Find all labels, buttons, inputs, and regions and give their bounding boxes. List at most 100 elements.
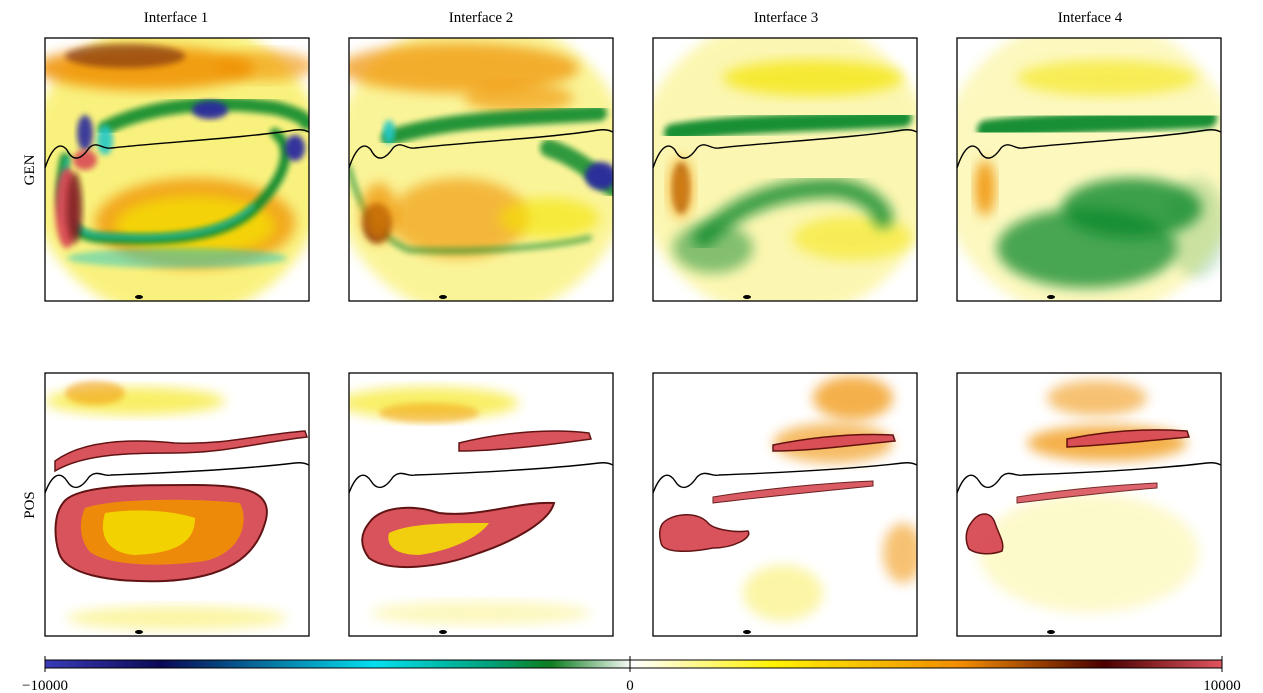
- panel-field: [653, 376, 917, 621]
- marker-dot: [1047, 630, 1055, 634]
- heatmap-panels: [44, 37, 1222, 637]
- positive-extreme: [772, 433, 897, 452]
- colorbar: −10000 0 10000: [22, 656, 1241, 693]
- positive-extreme: [67, 172, 83, 244]
- negative-extreme: [192, 101, 228, 119]
- negative-band: [977, 108, 1217, 140]
- marker-dot: [743, 630, 751, 634]
- field-blob: [67, 606, 287, 630]
- positive-extreme: [965, 513, 1004, 555]
- field-blob: [723, 60, 903, 96]
- panel-pos-interface-4: [956, 372, 1222, 637]
- colorbar-label-min: −10000: [22, 678, 68, 693]
- field-blob: [1017, 60, 1197, 96]
- field-blob: [349, 43, 579, 93]
- field-blob: [883, 523, 917, 583]
- field-blob: [371, 601, 591, 625]
- field-blob: [1047, 380, 1147, 416]
- interface-curve: [957, 462, 1221, 494]
- positive-field: [102, 510, 195, 555]
- field-blob: [389, 178, 529, 258]
- negative-band: [383, 120, 395, 144]
- negative-band: [98, 97, 309, 135]
- panel-field: [957, 380, 1221, 613]
- negative-band: [693, 178, 893, 248]
- field-blob: [793, 216, 913, 260]
- panel-pos-interface-2: [348, 372, 614, 637]
- positive-extreme: [658, 514, 750, 553]
- negative-band: [673, 223, 753, 273]
- field-blob: [65, 44, 185, 68]
- panel-frame: [44, 37, 310, 302]
- interface-curve: [653, 462, 917, 494]
- negative-band: [67, 248, 287, 268]
- negative-extreme: [285, 135, 305, 161]
- row-label-gen: GEN: [22, 154, 38, 185]
- negative-band: [664, 109, 912, 142]
- panel-pos-interface-3: [652, 372, 918, 637]
- field-blob: [975, 160, 995, 216]
- field-blob: [499, 198, 599, 238]
- field-blob: [361, 183, 397, 243]
- panel-field: [45, 381, 309, 630]
- panel-frame: [956, 37, 1222, 302]
- column-title-4: Interface 4: [1058, 10, 1123, 26]
- panel-frame: [348, 37, 614, 302]
- field-blob: [215, 51, 309, 81]
- negative-band: [1062, 178, 1202, 238]
- panel-frame: [348, 372, 614, 637]
- field-blob: [813, 376, 893, 420]
- colorbar-gradient: [44, 659, 1223, 669]
- colorbar-label-zero: 0: [626, 678, 634, 693]
- positive-field: [388, 523, 489, 555]
- field-blob: [669, 158, 693, 218]
- interface-curve: [45, 462, 309, 494]
- panel-field: [349, 387, 613, 625]
- column-title-2: Interface 2: [449, 10, 514, 26]
- panel-frame: [44, 372, 310, 637]
- field-blob: [65, 381, 125, 405]
- interface-curve: [957, 129, 1221, 169]
- interface-curve: [349, 462, 613, 494]
- positive-extreme: [54, 430, 309, 473]
- field-blob: [743, 565, 823, 621]
- marker-dot: [439, 630, 447, 634]
- panel-pos-interface-1: [44, 372, 310, 637]
- marker-dot: [135, 630, 143, 634]
- column-title-1: Interface 1: [144, 10, 209, 26]
- panel-field: [45, 38, 309, 301]
- panel-gen-interface-4: [956, 37, 1222, 302]
- panel-field: [653, 38, 917, 301]
- negative-band: [97, 125, 113, 155]
- negative-band: [381, 105, 607, 146]
- marker-dot: [1047, 295, 1055, 299]
- panel-gen-interface-1: [44, 37, 310, 302]
- interface-curve: [349, 129, 613, 169]
- marker-dot: [743, 295, 751, 299]
- positive-extreme: [1016, 482, 1158, 504]
- panel-gen-interface-3: [652, 37, 918, 302]
- field-blob: [379, 403, 479, 423]
- negative-band: [1167, 178, 1221, 278]
- interface-curve: [653, 129, 917, 169]
- negative-extreme: [77, 115, 93, 151]
- negative-extreme: [585, 162, 613, 190]
- interface-curve: [45, 129, 309, 169]
- marker-dot: [439, 295, 447, 299]
- marker-dot: [135, 295, 143, 299]
- panel-field: [957, 38, 1221, 301]
- positive-extreme: [458, 430, 592, 452]
- row-label-pos: POS: [22, 491, 38, 519]
- positive-extreme: [712, 480, 874, 504]
- panel-frame: [652, 37, 918, 302]
- panel-frame: [956, 372, 1222, 637]
- field-blob: [979, 493, 1199, 613]
- colorbar-label-max: 10000: [1203, 678, 1241, 693]
- positive-extreme: [73, 150, 97, 170]
- panel-gen-interface-2: [348, 37, 614, 302]
- positive-extreme: [1066, 429, 1191, 448]
- field-blob: [464, 83, 574, 113]
- panel-frame: [652, 372, 918, 637]
- panel-field: [349, 38, 613, 301]
